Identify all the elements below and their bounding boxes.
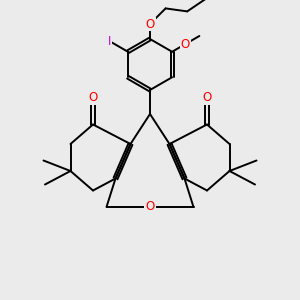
Text: O: O: [180, 38, 190, 51]
Text: O: O: [146, 200, 154, 214]
Text: O: O: [202, 91, 211, 104]
Text: O: O: [88, 91, 98, 104]
Text: I: I: [108, 35, 111, 48]
Text: O: O: [146, 17, 154, 31]
